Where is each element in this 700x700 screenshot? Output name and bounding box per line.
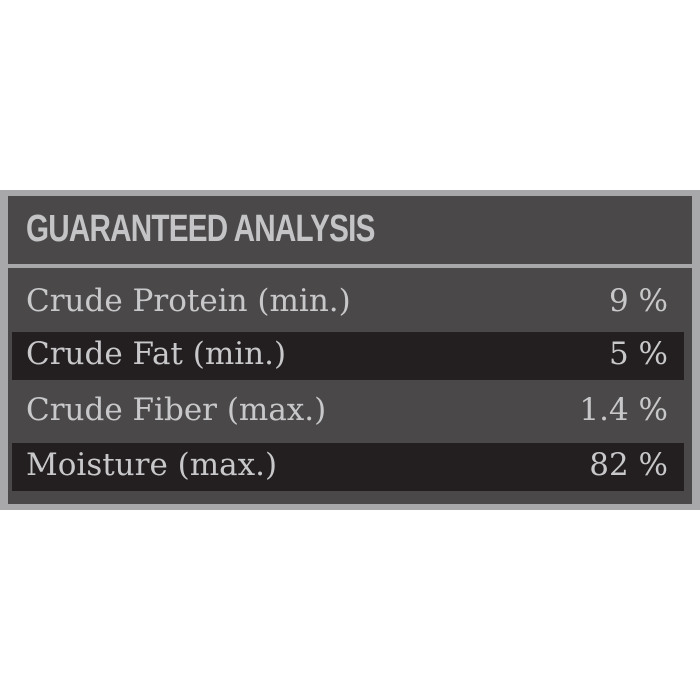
row-label: Crude Fiber (max.) [26, 392, 327, 428]
row-value: 5 % [608, 336, 668, 372]
panel-title: GUARANTEED ANALYSIS [26, 208, 375, 250]
row-label: Crude Fat (min.) [26, 336, 287, 372]
row-value: 1.4 % [579, 392, 668, 428]
table-row: Crude Protein (min.) 9 % [12, 279, 684, 327]
row-value: 82 % [589, 447, 668, 483]
row-label: Moisture (max.) [26, 447, 278, 483]
table-row: Crude Fiber (max.) 1.4 % [12, 388, 684, 436]
row-label: Crude Protein (min.) [26, 283, 351, 319]
table-row: Crude Fat (min.) 5 % [12, 332, 684, 380]
row-value: 9 % [608, 283, 668, 319]
table-row: Moisture (max.) 82 % [12, 443, 684, 491]
divider [8, 264, 692, 268]
